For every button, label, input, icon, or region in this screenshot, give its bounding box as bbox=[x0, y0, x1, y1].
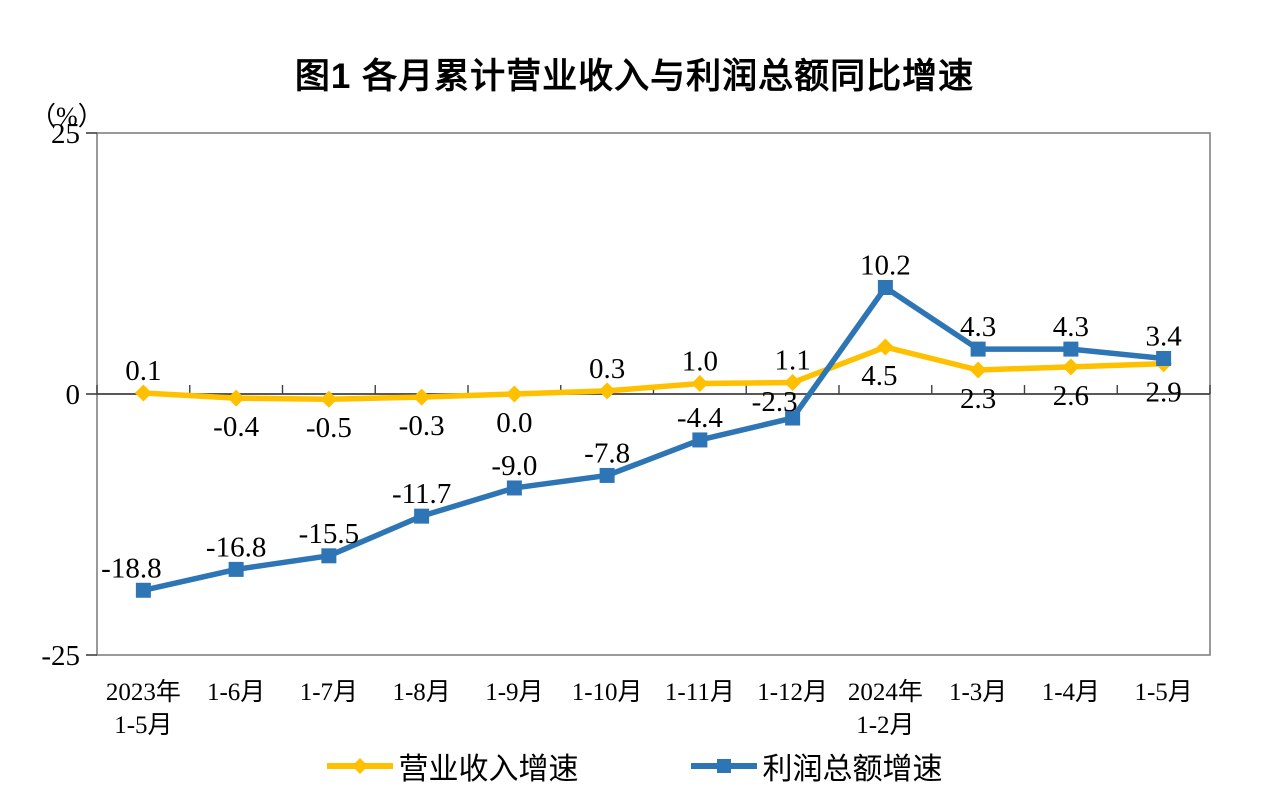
x-tick-label: 1-9月 bbox=[485, 679, 543, 706]
profit-data-label: 3.4 bbox=[1146, 321, 1183, 353]
legend-swatch-svg bbox=[688, 759, 759, 773]
x-tick-label: 1-4月 bbox=[1042, 679, 1100, 706]
x-tick-label: 2023年 bbox=[106, 678, 181, 706]
legend-label-revenue: 营业收入增速 bbox=[398, 753, 579, 786]
y-tick-label: 0 bbox=[66, 379, 81, 411]
profit-point-marker bbox=[506, 480, 522, 496]
profit-point-marker bbox=[970, 341, 986, 357]
revenue-point-marker bbox=[227, 389, 245, 407]
revenue-point-marker bbox=[598, 382, 616, 400]
profit-point-marker bbox=[877, 280, 893, 296]
profit-point-marker bbox=[414, 508, 430, 524]
profit-data-label: 4.3 bbox=[960, 311, 996, 343]
revenue-point-marker bbox=[691, 375, 709, 393]
legend-item-revenue: 营业收入增速 bbox=[324, 744, 579, 788]
revenue-data-label: 1.0 bbox=[682, 346, 718, 378]
profit-point-marker bbox=[1156, 351, 1172, 367]
chart-title: 图1 各月累计营业收入与利润总额同比增速 bbox=[294, 57, 975, 96]
revenue-point-marker bbox=[784, 374, 802, 392]
profit-data-label: 10.2 bbox=[860, 250, 911, 282]
profit-data-label: -16.8 bbox=[206, 531, 266, 563]
y-tick-label: 25 bbox=[51, 118, 80, 150]
revenue-data-label: -0.3 bbox=[399, 410, 445, 442]
x-tick-label: 1-11月 bbox=[665, 679, 735, 706]
profit-point-marker bbox=[599, 467, 615, 483]
revenue-data-label: 1.1 bbox=[775, 345, 811, 377]
revenue-line-diamond-icon bbox=[324, 756, 395, 776]
revenue-point-marker bbox=[134, 384, 152, 402]
revenue-series-line bbox=[140, 344, 1167, 402]
profit-data-label: -7.8 bbox=[584, 437, 630, 469]
x-tick-label: 1-3月 bbox=[949, 679, 1007, 706]
revenue-point-marker bbox=[969, 361, 987, 379]
profit-data-label: -4.4 bbox=[677, 402, 723, 434]
x-tick-label: 1-10月 bbox=[572, 679, 643, 706]
legend-square-marker bbox=[716, 759, 731, 773]
profit-data-label: -15.5 bbox=[299, 518, 359, 550]
profit-point-marker bbox=[228, 561, 244, 577]
legend-diamond-marker bbox=[351, 758, 368, 774]
profit-point-marker bbox=[135, 582, 151, 598]
y-axis-unit-label: （%） bbox=[30, 102, 104, 131]
revenue-point-marker bbox=[505, 385, 523, 403]
revenue-data-label: -0.4 bbox=[213, 411, 259, 443]
profit-data-label: -11.7 bbox=[392, 478, 451, 510]
profit-data-label: -9.0 bbox=[491, 450, 537, 482]
revenue-data-label: 0.0 bbox=[496, 407, 532, 439]
revenue-data-label: -0.5 bbox=[306, 412, 352, 444]
x-tick-label: 2024年 bbox=[848, 678, 923, 706]
revenue-data-label: 4.5 bbox=[861, 360, 897, 392]
profit-line-square-icon bbox=[688, 756, 759, 776]
y-tick-label: -25 bbox=[41, 640, 80, 672]
x-tick-label: 1-8月 bbox=[392, 679, 450, 706]
legend-label-profit: 利润总额增速 bbox=[762, 753, 943, 786]
x-tick-label: 1-5月 bbox=[114, 712, 172, 739]
revenue-point-marker bbox=[876, 338, 894, 356]
profit-data-label: -18.8 bbox=[101, 552, 161, 584]
x-tick-label: 1-5月 bbox=[1134, 679, 1192, 706]
revenue-data-label: 0.3 bbox=[589, 353, 625, 385]
x-tick-label: 1-6月 bbox=[207, 679, 265, 706]
profit-point-marker bbox=[321, 548, 337, 564]
profit-data-label: -2.3 bbox=[752, 386, 798, 418]
profit-point-marker bbox=[1063, 341, 1079, 357]
x-tick-label: 1-2月 bbox=[856, 712, 914, 739]
profit-point-marker bbox=[692, 432, 708, 448]
legend-item-profit: 利润总额增速 bbox=[688, 744, 943, 788]
revenue-data-label: 2.3 bbox=[960, 383, 996, 415]
profit-series-line bbox=[140, 284, 1167, 594]
revenue-data-label: 2.9 bbox=[1146, 377, 1182, 409]
revenue-data-label: 2.6 bbox=[1053, 380, 1089, 412]
x-tick-label: 1-12月 bbox=[757, 679, 828, 706]
profit-data-label: 4.3 bbox=[1053, 311, 1089, 343]
revenue-data-label: 0.1 bbox=[125, 355, 161, 387]
revenue-point-marker bbox=[1062, 358, 1080, 376]
x-tick-label: 1-7月 bbox=[300, 679, 358, 706]
chart-legend: 营业收入增速 利润总额增速 bbox=[0, 744, 1269, 788]
legend-swatch-svg bbox=[324, 758, 395, 774]
profit-point-marker bbox=[785, 410, 801, 426]
revenue-point-marker bbox=[320, 390, 338, 408]
revenue-point-marker bbox=[413, 388, 431, 406]
